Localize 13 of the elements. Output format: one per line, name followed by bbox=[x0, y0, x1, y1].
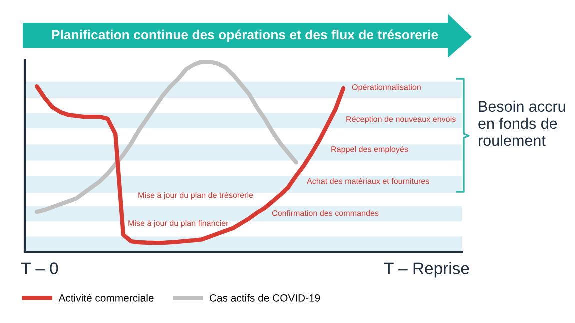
annotation: Achat des matériaux et fournitures bbox=[307, 178, 430, 184]
text: T – Reprise bbox=[384, 262, 470, 278]
annotation: Rappel des employés bbox=[332, 146, 408, 154]
annotation: Réception de nouveaux envois bbox=[346, 116, 456, 124]
text: Besoin accru en fonds de roulement bbox=[478, 100, 566, 146]
annotation: Mise à jour du plan financier bbox=[128, 220, 229, 228]
text: T – 0 bbox=[22, 262, 58, 274]
annotation: Opérationnalisation bbox=[352, 84, 421, 92]
chart-title: Planification continue des opérations et des flux de trésorerie bbox=[52, 30, 438, 42]
annotation: Confirmation des commandes bbox=[272, 210, 379, 216]
legend-label: Activité commerciale bbox=[58, 294, 154, 302]
legend-label: Cas actifs de COVID-19 bbox=[210, 294, 320, 302]
annotation: Mise à jour du plan de trésorerie bbox=[138, 192, 254, 200]
